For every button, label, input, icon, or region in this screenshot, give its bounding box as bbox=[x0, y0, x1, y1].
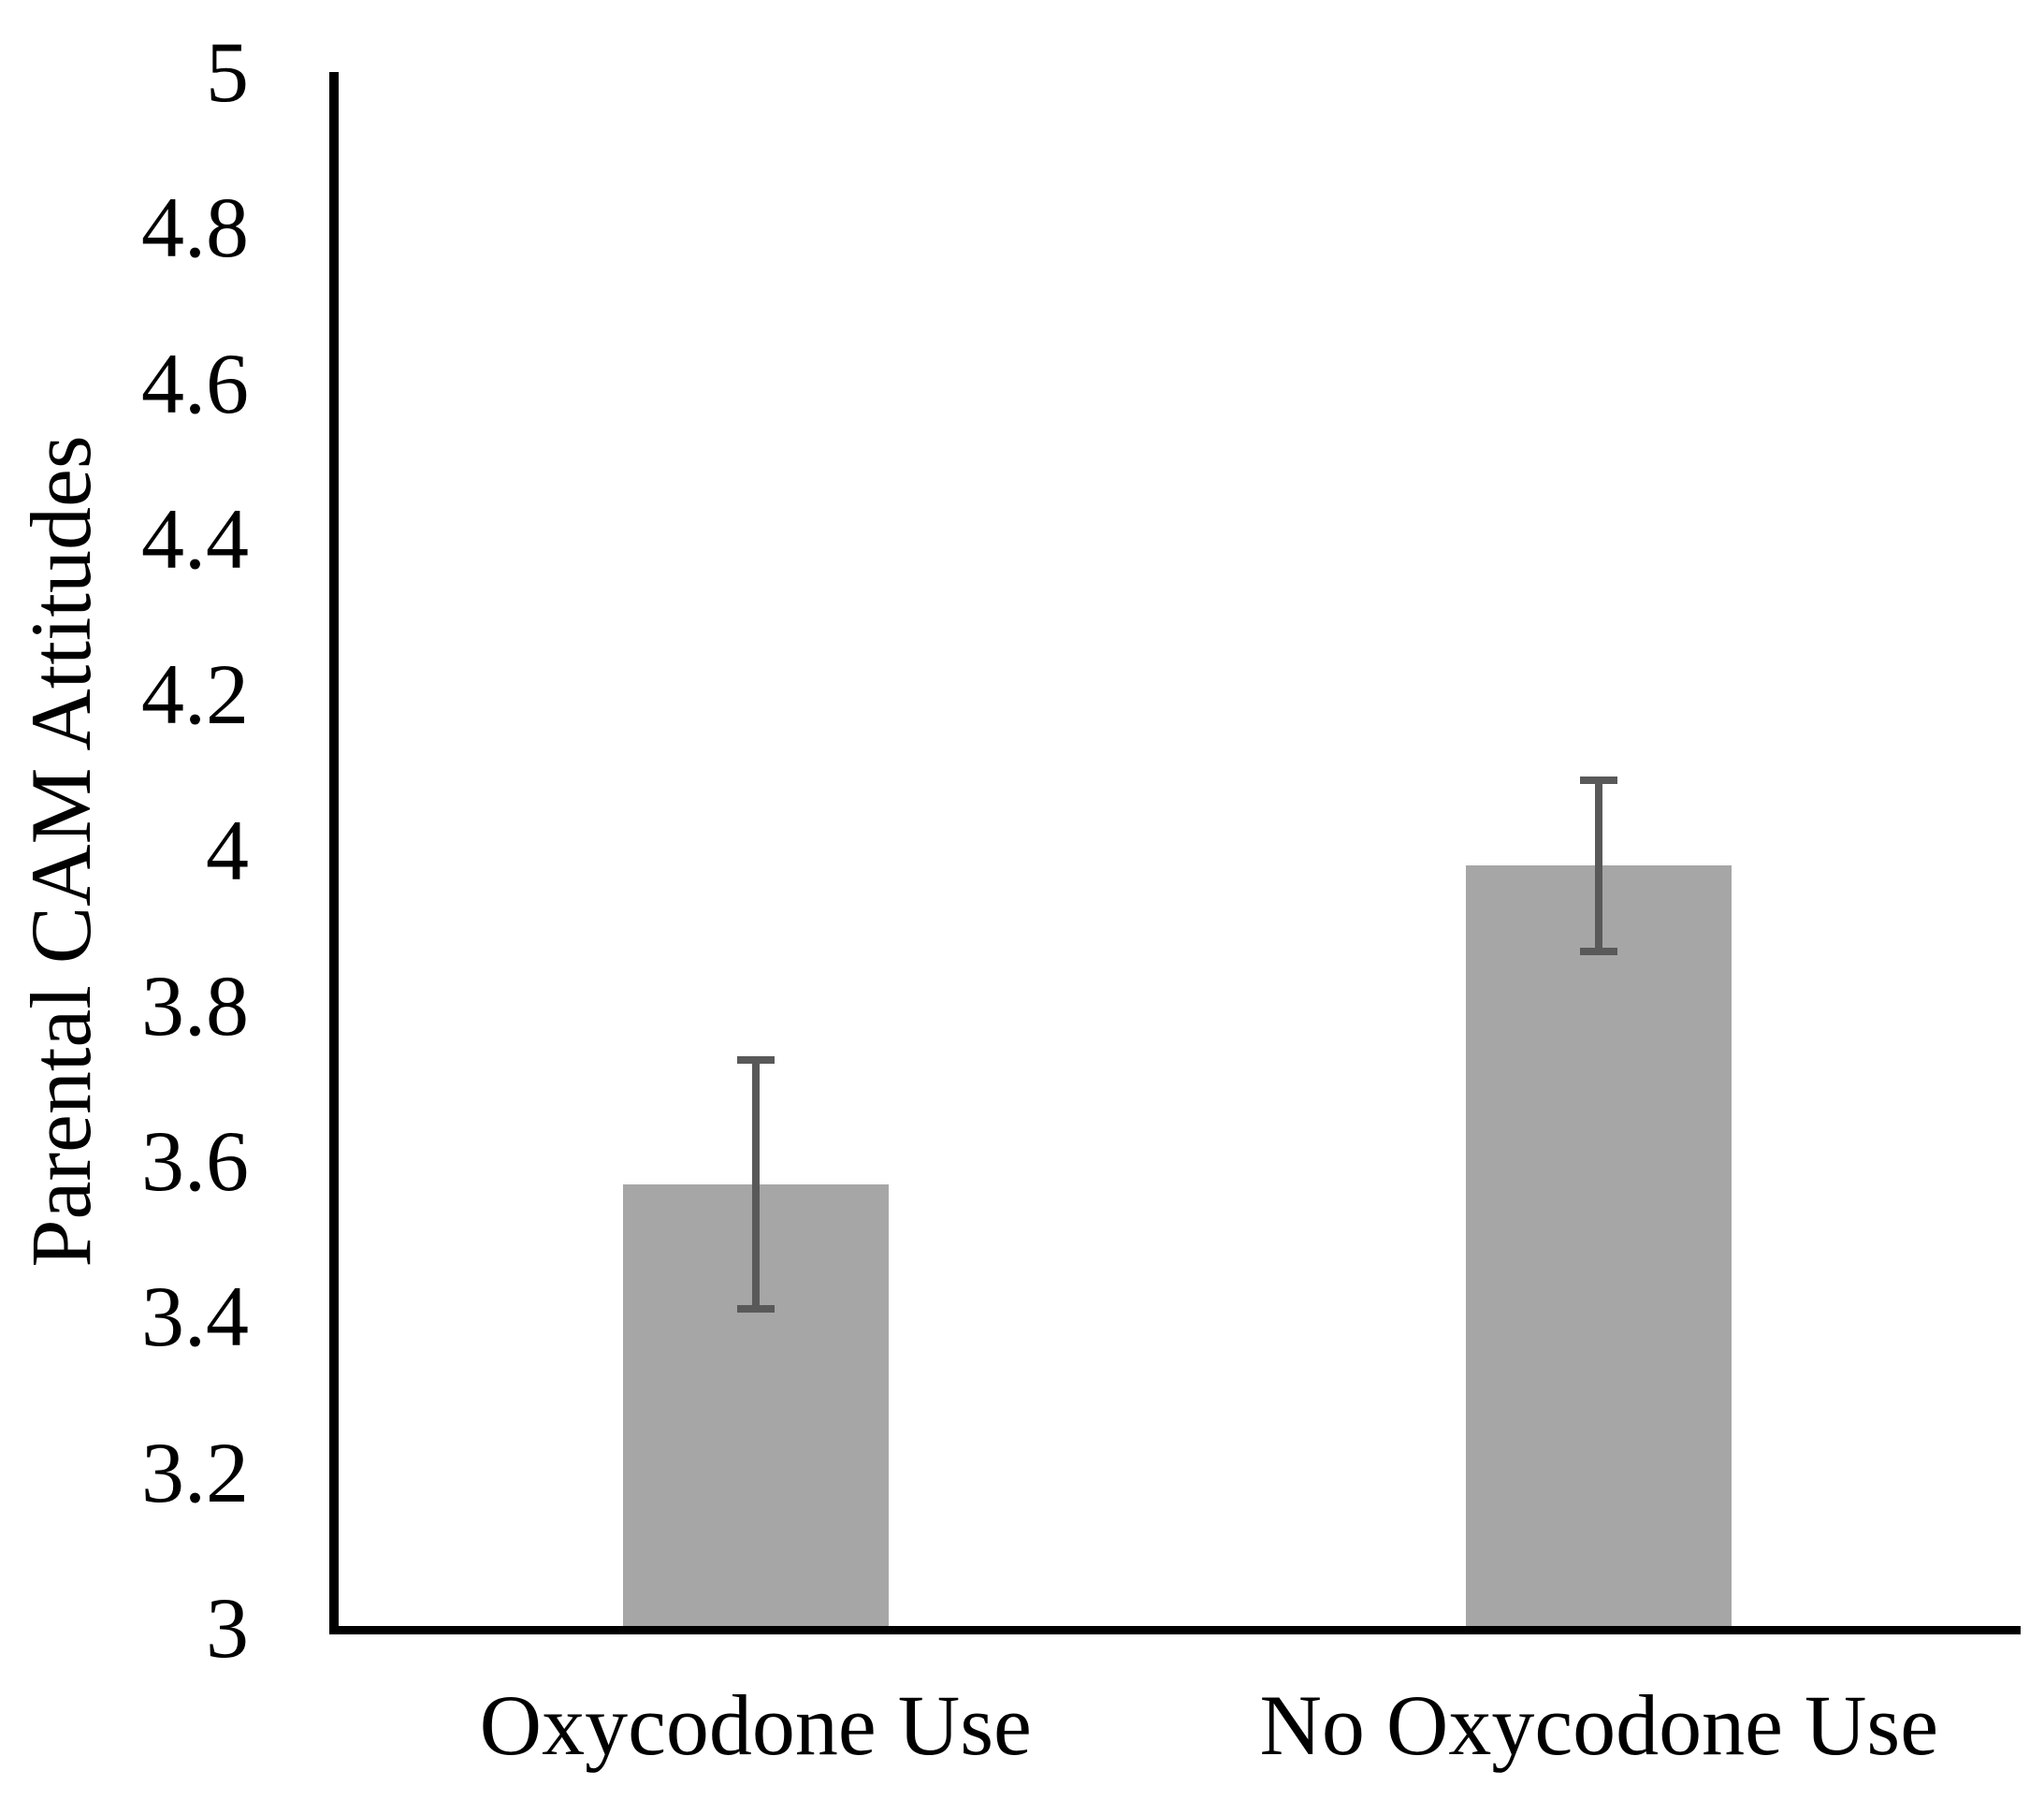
x-category-label: No Oxycodone Use bbox=[1259, 1677, 1939, 1773]
x-category-label: Oxycodone Use bbox=[479, 1677, 1032, 1773]
error-bar-cap-top bbox=[736, 1056, 775, 1064]
y-tick-label: 4 bbox=[206, 802, 249, 898]
y-tick-label: 4.2 bbox=[141, 646, 249, 743]
y-tick-label: 5 bbox=[206, 24, 249, 120]
error-bar-line bbox=[751, 1060, 760, 1310]
y-tick-label: 4.6 bbox=[141, 335, 249, 431]
y-tick-label: 3.2 bbox=[141, 1424, 249, 1520]
y-axis-line bbox=[329, 72, 339, 1634]
y-tick-label: 3.8 bbox=[141, 957, 249, 1053]
bar bbox=[1466, 865, 1732, 1626]
y-tick-label: 3.6 bbox=[141, 1113, 249, 1210]
y-tick-label: 3.4 bbox=[141, 1269, 249, 1365]
x-axis-line bbox=[329, 1626, 2021, 1634]
y-tick-label: 4.4 bbox=[141, 490, 249, 587]
error-bar-line bbox=[1595, 779, 1603, 951]
error-bar-cap-bottom bbox=[736, 1305, 775, 1314]
error-bar-cap-top bbox=[1580, 776, 1618, 784]
y-axis-title: Parental CAM Attitudes bbox=[13, 435, 109, 1268]
y-tick-label: 4.8 bbox=[141, 180, 249, 276]
error-bar-cap-bottom bbox=[1580, 947, 1618, 955]
y-tick-label: 3 bbox=[206, 1580, 249, 1676]
